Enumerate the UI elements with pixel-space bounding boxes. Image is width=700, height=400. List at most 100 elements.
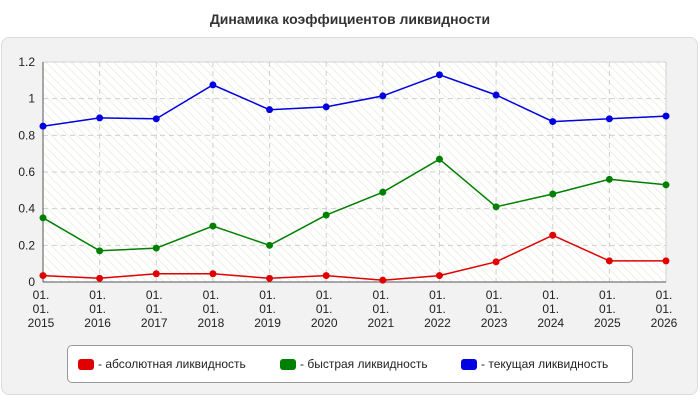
x-tick-label-line: 01. [89,302,106,316]
legend-label-current: - текущая ликвидность [481,357,609,371]
x-tick-label-line: 01. [33,302,50,316]
x-tick-label: 01. 01. 2023 [481,288,508,330]
data-point [435,272,443,280]
data-point [39,272,47,280]
x-tick-label-line: 2026 [651,316,678,330]
x-tick-label-line: 01. [89,288,106,302]
y-tick-label: 0.2 [18,238,35,252]
x-tick-label-line: 2015 [28,316,55,330]
x-tick-label-line: 2017 [141,316,168,330]
x-tick-label-line: 01. [599,302,616,316]
y-tick-label: 0 [28,275,35,289]
x-tick-label-line: 01. [656,302,673,316]
x-tick-label: 01. 01. 2026 [651,288,678,330]
axes [42,62,666,283]
data-point [662,257,670,265]
x-tick-label-line: 01. [146,302,163,316]
data-point [605,115,613,123]
data-point [96,114,104,122]
x-tick-label: 01. 01. 2019 [254,288,281,330]
x-tick-label-line: 2024 [537,316,564,330]
data-point [492,258,500,266]
data-point [266,274,274,282]
series-0 [39,231,670,284]
legend-swatch-blue [461,358,477,370]
x-tick-label-line: 01. [599,288,616,302]
x-tick-label-line: 01. [259,288,276,302]
data-point [152,270,160,278]
x-tick-label-line: 01. [203,288,220,302]
y-tick-label: 0.6 [18,165,35,179]
series-line [42,158,667,252]
x-tick-label: 01. 01. 2018 [198,288,225,330]
data-point [662,181,670,189]
series-2 [39,71,670,130]
x-tick-label-line: 01. [486,302,503,316]
x-tick-label-line: 2016 [84,316,111,330]
x-tick-label: 01. 01. 2025 [594,288,621,330]
data-point [209,81,217,89]
data-point [39,122,47,130]
data-point [96,247,104,255]
y-tick-label: 1 [28,92,35,106]
x-tick-label-line: 01. [429,302,446,316]
chart-title: Динамика коэффициентов ликвидности [209,11,491,27]
x-tick-label-line: 2018 [198,316,225,330]
x-tick-label: 01. 01. 2020 [311,288,338,330]
data-point [379,92,387,100]
y-axis-ticks: 0 0.2 0.4 0.6 0.8 1 1.2 [18,55,35,289]
x-tick-label-line: 2020 [311,316,338,330]
x-tick-label: 01. 01. 2022 [424,288,451,330]
data-point [152,115,160,123]
x-tick-label: 01. 01. 2024 [537,288,564,330]
x-tick-label-line: 01. [203,302,220,316]
x-tick-label-line: 2021 [367,316,394,330]
x-tick-label: 01. 01. 2021 [367,288,394,330]
data-point [266,106,274,114]
legend-item-absolute: - абсолютная ликвидность [78,356,246,372]
data-point [266,241,274,249]
data-point [549,118,557,126]
x-tick-label: 01. 01. 2015 [28,288,55,330]
data-point [152,244,160,252]
x-tick-label-line: 01. [259,302,276,316]
data-point [605,257,613,265]
x-tick-label-line: 2022 [424,316,451,330]
x-tick-label-line: 01. [429,288,446,302]
data-point [96,274,104,282]
x-tick-label-line: 01. [316,302,333,316]
y-tick-label: 0.4 [18,202,35,216]
data-point [379,188,387,196]
x-tick-label: 01. 01. 2016 [84,288,111,330]
x-tick-label-line: 2019 [254,316,281,330]
series-line [42,74,667,127]
x-tick-label-line: 01. [316,288,333,302]
data-point [435,155,443,163]
y-tick-label: 0.8 [18,128,35,142]
data-point [492,203,500,211]
data-point [435,71,443,79]
data-point [209,270,217,278]
x-tick-label-line: 01. [372,302,389,316]
x-tick-label-line: 01. [33,288,50,302]
legend-item-quick: - быстрая ликвидность [280,356,428,372]
x-tick-label-line: 01. [146,288,163,302]
legend-label-quick: - быстрая ликвидность [300,357,428,371]
legend-item-current: - текущая ликвидность [461,356,608,372]
y-tick-label: 1.2 [18,55,35,69]
legend: - абсолютная ликвидность - быстрая ликви… [67,345,633,383]
series-line [42,234,666,281]
data-point [322,272,330,280]
legend-swatch-green [280,358,296,370]
x-tick-label-line: 01. [486,288,503,302]
legend-label-absolute: - абсолютная ликвидность [98,357,246,371]
data-point [209,222,217,230]
data-point [492,91,500,99]
x-tick-label-line: 01. [542,288,559,302]
data-point [322,103,330,111]
data-point [379,276,387,284]
data-point [605,175,613,183]
x-tick-label-line: 01. [372,288,389,302]
